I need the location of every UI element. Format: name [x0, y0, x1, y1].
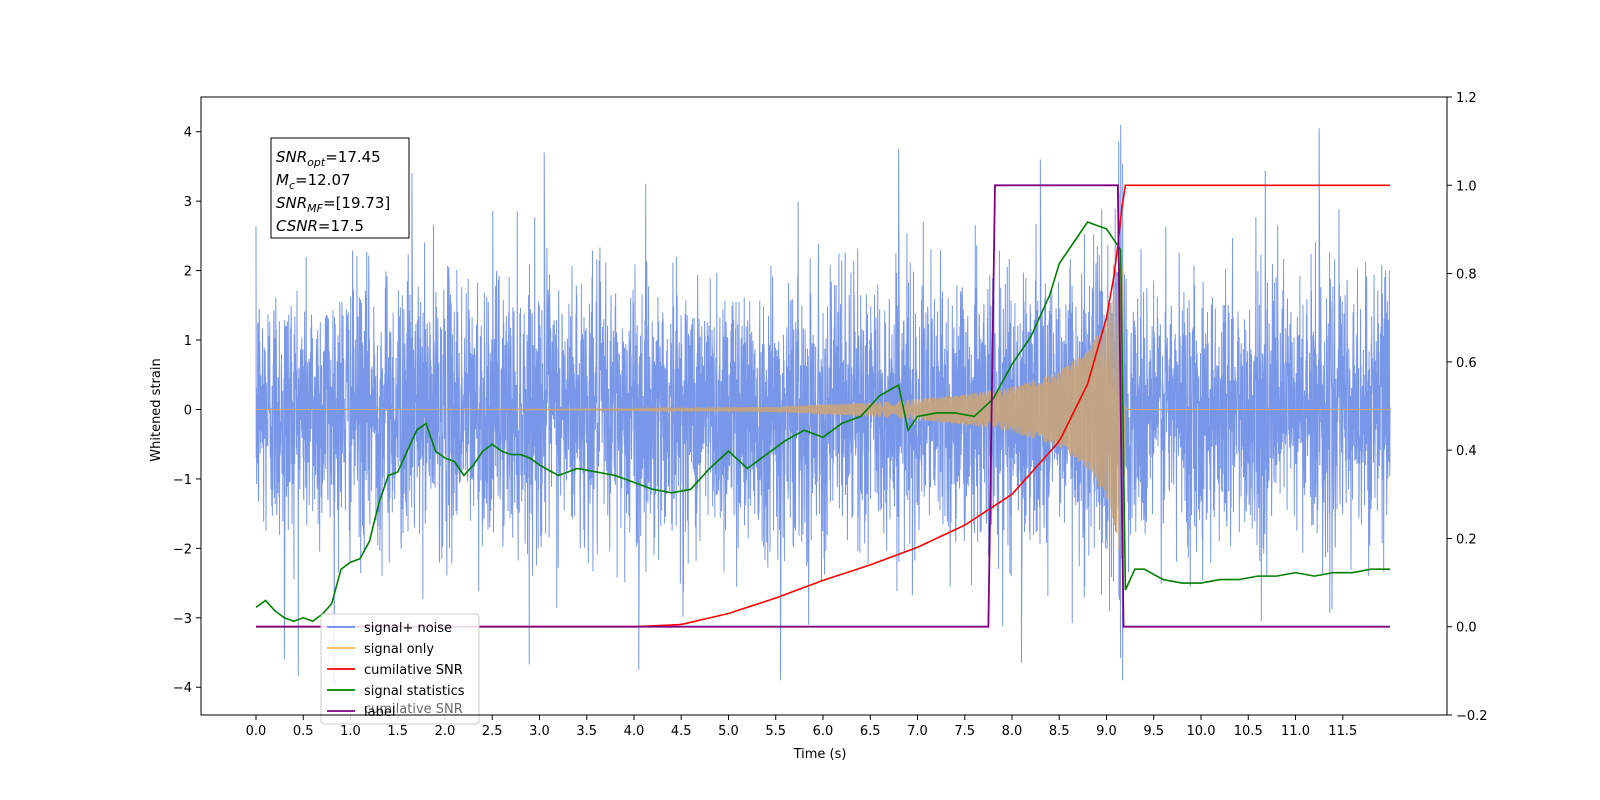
x-tick-label: 1.0: [340, 724, 361, 739]
x-tick-label: 3.0: [529, 724, 550, 739]
x-tick-label: 0.0: [246, 724, 267, 739]
x-tick-label: 4.0: [624, 724, 645, 739]
y-right-tick-label: 0.8: [1456, 268, 1477, 283]
x-tick-label: 0.5: [293, 724, 314, 739]
x-axis: 0.0 0.5 1.0 1.5 2.0 2.5 3.0 3.5 4.0 4.5 5.0 5.5 6.0 6…: [246, 715, 1357, 739]
x-tick-label: 1.5: [387, 724, 408, 739]
x-tick-label: 6.0: [813, 724, 834, 739]
y-axis-left: 4 3 2 1 0 −1 −2 −3 −4: [173, 126, 201, 696]
y-axis-label: Whitened strain: [149, 358, 164, 461]
x-tick-label: 7.5: [954, 724, 975, 739]
y-left-tick-label: 3: [184, 195, 192, 210]
y-right-tick-label: −0.2: [1456, 709, 1488, 724]
x-tick-label: 8.0: [1002, 724, 1023, 739]
y-right-tick-label: 0.4: [1456, 444, 1477, 459]
x-tick-label: 5.5: [765, 724, 786, 739]
x-tick-label: 2.5: [482, 724, 503, 739]
plot-area: [255, 124, 1391, 687]
x-tick-label: 3.5: [576, 724, 597, 739]
y-axis-right: 1.2 1.0 0.8 0.6 0.4 0.2 0.0 −0.2: [1447, 91, 1488, 724]
y-right-tick-label: 0.2: [1456, 532, 1477, 547]
y-left-tick-label: 2: [184, 265, 192, 280]
y-right-tick-label: 1.2: [1456, 91, 1477, 106]
x-tick-label: 8.5: [1049, 724, 1070, 739]
legend-frame: [320, 613, 480, 725]
legend-ghost-text: cumilative SNR: [364, 702, 463, 717]
x-tick-label: 5.0: [718, 724, 739, 739]
x-tick-label: 2.0: [435, 724, 456, 739]
annotation-line: CSNR=17.5: [276, 217, 364, 235]
y-left-tick-label: 1: [184, 334, 192, 349]
y-right-tick-label: 0.6: [1456, 356, 1477, 371]
x-tick-label: 4.5: [671, 724, 692, 739]
x-tick-label: 9.5: [1143, 724, 1164, 739]
y-left-tick-label: −2: [173, 542, 192, 557]
series-signal-statistics: [255, 221, 1390, 623]
y-right-tick-label: 0.0: [1456, 621, 1477, 636]
y-left-tick-label: −1: [173, 473, 192, 488]
y-right-tick-label: 1.0: [1456, 179, 1477, 194]
x-tick-label: 11.5: [1328, 724, 1357, 739]
x-tick-label: 10.5: [1234, 724, 1263, 739]
x-tick-label: 6.5: [860, 724, 881, 739]
x-tick-label: 9.0: [1096, 724, 1117, 739]
annotation-line: Mc=12.07: [276, 171, 351, 192]
annotation-line: SNRopt=17.45: [276, 148, 381, 169]
legend-entry: signal+ noise: [364, 621, 452, 636]
series-signal-noise: [255, 124, 1391, 687]
annotation-frame: [270, 137, 410, 239]
y-left-tick-label: −3: [173, 612, 192, 627]
legend-entry: signal only: [364, 642, 434, 657]
series-signal-only: [256, 263, 1390, 560]
x-tick-label: 10.0: [1187, 724, 1216, 739]
legend: cumilative SNR signal+ noise signal only cu…: [320, 613, 480, 725]
y-left-tick-label: 0: [184, 403, 192, 418]
x-tick-label: 7.0: [907, 724, 928, 739]
y-left-tick-label: −4: [173, 681, 192, 696]
x-axis-label: Time (s): [793, 747, 847, 762]
legend-entry: label: [364, 705, 395, 720]
legend-entry: signal statistics: [364, 684, 465, 699]
y-left-tick-label: 4: [184, 126, 192, 141]
series-label: [256, 184, 1390, 628]
plot-frame: [200, 96, 1448, 716]
x-tick-label: 11.0: [1281, 724, 1310, 739]
legend-entry: cumilative SNR: [364, 663, 463, 678]
annotation-line: SNRMF=[19.73]: [276, 194, 390, 215]
